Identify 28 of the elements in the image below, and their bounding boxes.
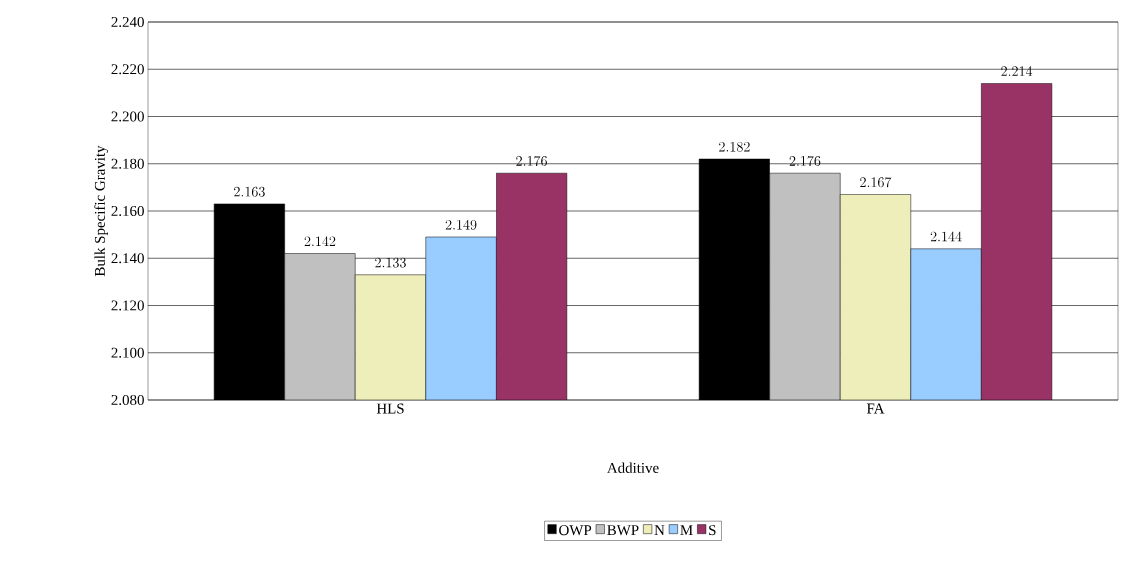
x-axis-title: Additive <box>607 462 659 473</box>
data-label: 2. 176 <box>789 155 821 166</box>
y-tick-label: 2.180 <box>111 158 144 169</box>
data-label: 2. 149 <box>445 219 477 230</box>
y-axis-title: Bulk Specific Gravity <box>94 145 109 277</box>
y-tick-label: 2.200 <box>111 111 144 122</box>
x-tick-label: HLS <box>376 403 404 414</box>
x-tick-label: FA <box>866 403 885 414</box>
y-tick-label: 2.240 <box>111 16 144 28</box>
legend-label: BWP <box>607 525 639 536</box>
y-tick-label: 2.080 <box>111 394 144 406</box>
data-label: 2. 133 <box>375 257 406 268</box>
data-label: 2. 142 <box>304 236 336 246</box>
data-label: 2. 163 <box>234 186 265 197</box>
legend-label: N <box>654 525 665 535</box>
legend-label: M <box>680 525 693 535</box>
y-tick-label: 2.100 <box>111 347 144 358</box>
data-label: 2. 182 <box>719 141 750 152</box>
legend-label: S <box>709 525 716 536</box>
data-label: 2. 144 <box>930 231 962 242</box>
data-label: 2.214 <box>1001 66 1033 76</box>
data-label: 2. 176 <box>516 155 547 166</box>
legend-label: OWP <box>559 525 592 536</box>
data-label: 2. 167 <box>860 177 892 188</box>
y-tick-label: 2.160 <box>111 205 144 217</box>
y-tick-label: 2.120 <box>111 300 144 311</box>
y-tick-label: 2.140 <box>111 253 144 264</box>
y-tick-label: 2.220 <box>111 64 144 75</box>
